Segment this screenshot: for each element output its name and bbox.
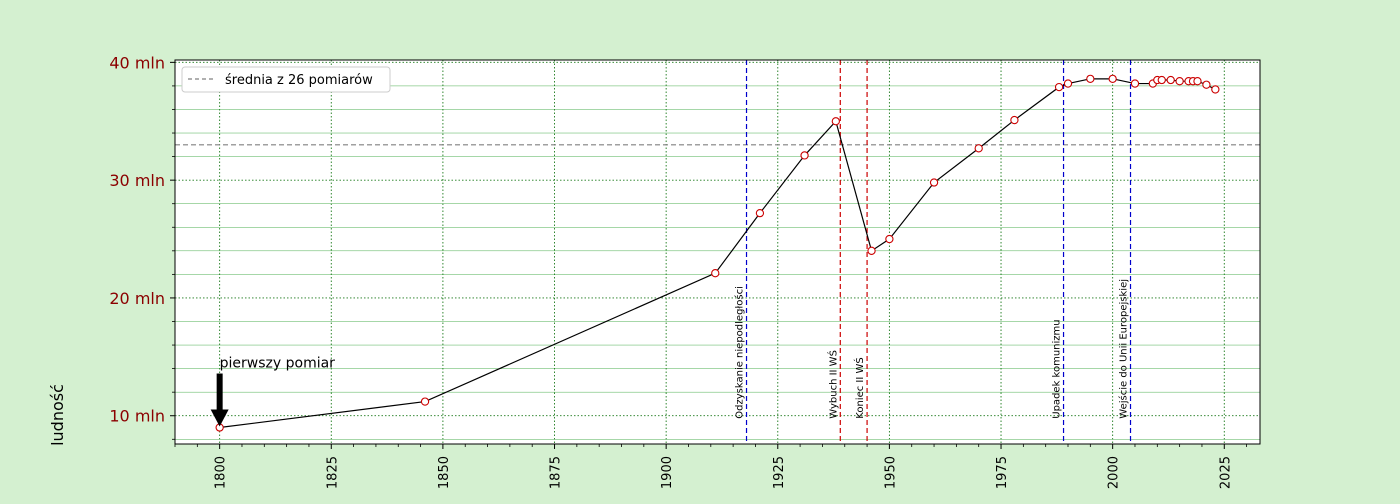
data-point [1175, 77, 1184, 86]
data-point [1202, 80, 1211, 89]
major-grid [175, 60, 1260, 444]
data-point [885, 234, 894, 244]
data-point [1108, 74, 1117, 83]
x-tick-label: 1900 [660, 456, 675, 489]
data-point [1010, 115, 1019, 125]
data-point [831, 117, 840, 126]
data-point [1211, 85, 1220, 94]
legend-box [181, 66, 391, 93]
plot-frame [174, 59, 1261, 445]
x-tick-label: 1950 [883, 456, 898, 489]
data-point [1054, 82, 1064, 92]
legend: średnia z 26 pomiarów [181, 66, 391, 93]
y-tick-label: 10 mln [109, 407, 165, 426]
x-tick-label: 1825 [325, 456, 340, 489]
x-tick-label: 1850 [437, 456, 452, 489]
x-tick-label: 2025 [1218, 456, 1233, 489]
x-tick-label: 2000 [1107, 456, 1122, 489]
series-group [215, 74, 1220, 432]
legend-mean-label: średnia z 26 pomiarów [225, 73, 373, 88]
y-tick-label: 20 mln [109, 289, 165, 308]
event-label: Wybuch II WŚ [826, 350, 839, 419]
data-point [974, 144, 983, 153]
annotation-text: pierwszy pomiar [220, 356, 336, 372]
data-point [1193, 77, 1202, 86]
data-point [1166, 75, 1175, 85]
y-tick-label: 40 mln [109, 53, 165, 72]
data-point [867, 246, 876, 255]
axis-ticks: 10 mln 20 mln 30 mln 40 mln 1800 1825 1850 1875… [109, 53, 1248, 489]
data-point [1063, 79, 1073, 88]
y-axis-label: ludność [48, 384, 67, 446]
event-label: Odzyskanie niepodległości [734, 286, 746, 419]
x-tick-label: 1925 [772, 456, 787, 489]
annotation-arrow-head [210, 409, 229, 427]
first-measurement-annotation: pierwszy pomiar [210, 356, 336, 427]
event-label: Upadek komunizmu [1052, 319, 1063, 418]
x-tick-label: 1975 [995, 456, 1010, 489]
data-point [929, 178, 939, 187]
annotation-arrow-shaft [216, 373, 223, 412]
data-point [420, 397, 430, 406]
data-point [1130, 79, 1140, 88]
data-point [755, 208, 765, 218]
data-point [711, 269, 720, 278]
plot-area [175, 60, 1260, 444]
data-point [1157, 75, 1166, 85]
y-tick-label: 30 mln [109, 171, 165, 190]
event-label: Koniec II WŚ [853, 357, 866, 418]
data-point [800, 151, 809, 160]
event-lines-group: Odzyskanie niepodległości Wybuch II WŚ Kon… [734, 60, 1132, 444]
event-label: Wejście do Unii Europejskiej [1118, 279, 1130, 419]
x-tick-label: 1800 [214, 456, 229, 489]
x-tick-label: 1875 [549, 456, 564, 489]
data-point [1086, 74, 1095, 83]
